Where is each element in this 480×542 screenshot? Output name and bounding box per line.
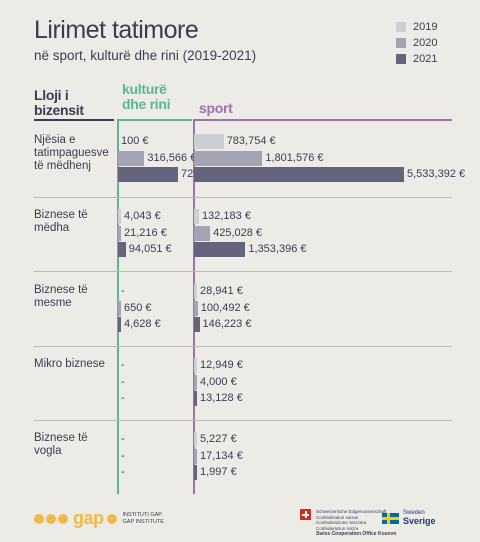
culture-value-label: 100 € [121,135,149,147]
header-underline-type [34,119,114,121]
sport-value-label: 4,000 € [200,375,237,388]
group-label: Biznese të mesme [34,284,88,309]
culture-bar [118,317,121,332]
culture-value-label: - [121,449,125,462]
sport-value-label: 132,183 € [202,210,251,222]
logo-institute-name: INSTITUTI GAP GAP INSTITUTE [122,512,164,525]
culture-bar [118,167,178,182]
logo-dot [106,513,117,524]
sport-value-label: 13,128 € [200,392,243,404]
sport-bar [194,358,197,373]
legend-label-2020: 2020 [413,37,438,49]
group-label: Mikro biznese [34,358,105,370]
group-label: Biznese të vogla [34,432,88,457]
logo-dot [34,513,44,524]
culture-value-label: 94,051 € [128,243,172,255]
legend: 2019 2020 2021 [396,19,437,67]
header-sport: sport [199,100,233,116]
culture-bar [118,150,145,166]
legend-swatch-2020 [396,38,406,48]
culture-bar [118,225,121,241]
header-underline-sport [194,119,452,121]
legend-swatch-2021 [396,54,406,64]
group-label: Biznese të mëdha [34,209,88,234]
sweden-logo: Sweden Sverige [382,509,436,527]
sport-value-label: 146,223 € [202,318,252,330]
sport-bar [194,317,200,332]
header-underline-culture [118,119,192,121]
culture-value-label: 4,628 € [124,318,161,330]
gap-institute-logo: gap INSTITUTI GAP GAP INSTITUTE [34,508,164,529]
legend-swatch-2019 [396,22,406,32]
group-separator [34,271,452,272]
culture-value-label: 4,043 € [124,210,161,222]
culture-value-label: - [121,285,125,297]
swiss-flag-icon [300,509,311,520]
sport-value-label: 1,353,396 € [248,243,307,255]
legend-item-2020: 2020 [396,35,437,51]
logo-dot [58,513,68,524]
sport-value-label: 5,533,392 € [407,168,466,180]
sport-bar [194,448,197,464]
sport-value-label: 5,227 € [200,433,237,445]
sport-value-label: 425,028 € [213,226,263,239]
sport-bar [194,465,197,480]
swiss-cooperation-logo: Schweizerische Eidgenossenschaft Confédé… [300,509,396,538]
sport-value-label: 17,134 € [200,449,243,462]
sport-value-label: 12,949 € [200,359,243,371]
legend-item-2019: 2019 [396,19,437,35]
culture-value-label: 650 € [124,301,152,314]
sport-bar [194,134,224,149]
sport-value-label: 28,941 € [200,285,243,297]
sport-bar [194,225,211,241]
culture-value-label: 316,566 € [147,151,197,164]
logo-word: gap [73,508,104,528]
culture-bar [118,242,126,257]
sport-bar [194,391,197,406]
sport-value-label: 100,492 € [200,301,250,314]
sport-value-label: 783,754 € [226,135,276,147]
culture-value-label: - [121,375,125,388]
sport-bar [194,150,263,166]
group-separator [34,346,452,347]
sport-value-label: 1,801,576 € [265,151,324,164]
sport-bar [194,209,199,224]
culture-value-label: - [121,433,125,445]
sport-bar [194,242,246,257]
culture-value-label: - [121,392,125,404]
legend-label-2021: 2021 [413,53,438,65]
sport-bar [194,432,197,447]
culture-bar [118,209,121,224]
sweden-text: Sweden Sverige [403,510,436,526]
sweden-flag-icon [382,512,399,524]
group-label: Njësia e tatimpaguesve të mëdhenj [34,134,109,172]
sport-bar [194,374,197,390]
sport-value-label: 1,997 € [200,466,237,478]
group-separator [34,420,452,421]
sport-bar [194,284,197,299]
chart-title: Lirimet tatimore [34,16,199,44]
sport-bar [194,167,404,182]
legend-label-2019: 2019 [413,21,438,33]
culture-value-label: 21,216 € [124,226,167,239]
sport-bar [194,300,198,316]
chart-subtitle: në sport, kulturë dhe rini (2019-2021) [34,48,257,63]
swiss-text: Schweizerische Eidgenossenschaft Confédé… [316,509,397,537]
logo-dot [46,513,56,524]
legend-item-2021: 2021 [396,51,437,67]
header-business-type: Lloji i bizensit [34,87,84,118]
culture-value-label: - [121,359,125,371]
header-culture: kulturë dhe rini [122,81,171,112]
culture-bar [118,300,121,316]
culture-value-label: - [121,466,125,478]
group-separator [34,197,452,198]
